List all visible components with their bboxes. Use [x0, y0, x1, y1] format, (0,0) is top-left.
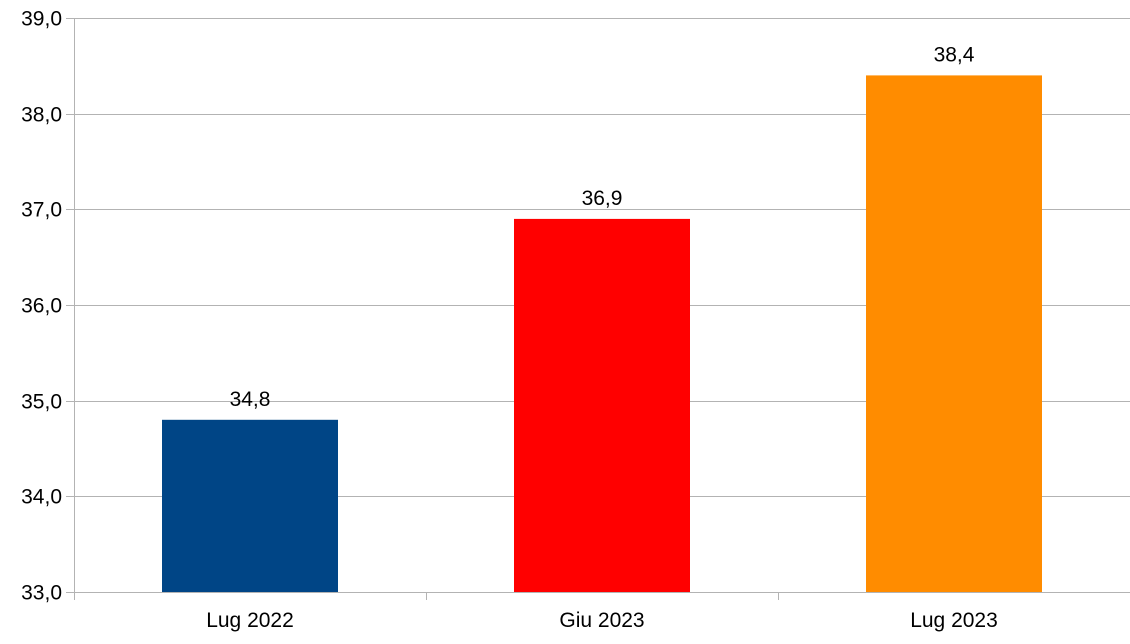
- x-tick-label: Giu 2023: [559, 609, 644, 632]
- y-tick-label: 39,0: [21, 8, 62, 31]
- bar-layer: [162, 75, 1042, 592]
- bar: [162, 419, 338, 592]
- bar-value-label: 36,9: [582, 187, 623, 210]
- y-tick-label: 35,0: [21, 391, 62, 414]
- bar-value-label: 38,4: [934, 43, 975, 66]
- axis-layer: 33,0 34,0 35,0 36,0 37,0 38,0 39,0: [21, 8, 779, 605]
- y-tick-label: 36,0: [21, 295, 62, 318]
- bar-value-label: 34,8: [230, 388, 271, 411]
- label-layer: 34,8 Lug 2022 36,9 Giu 2023 38,4 Lug 2023: [206, 43, 998, 632]
- y-tick-label: 37,0: [21, 199, 62, 222]
- y-tick-label: 38,0: [21, 104, 62, 127]
- x-tick-label: Lug 2023: [910, 609, 998, 632]
- x-tick-label: Lug 2022: [206, 609, 294, 632]
- y-tick-label: 34,0: [21, 486, 62, 509]
- bar: [514, 218, 690, 592]
- y-tick-label: 33,0: [21, 582, 62, 605]
- bar: [866, 75, 1042, 592]
